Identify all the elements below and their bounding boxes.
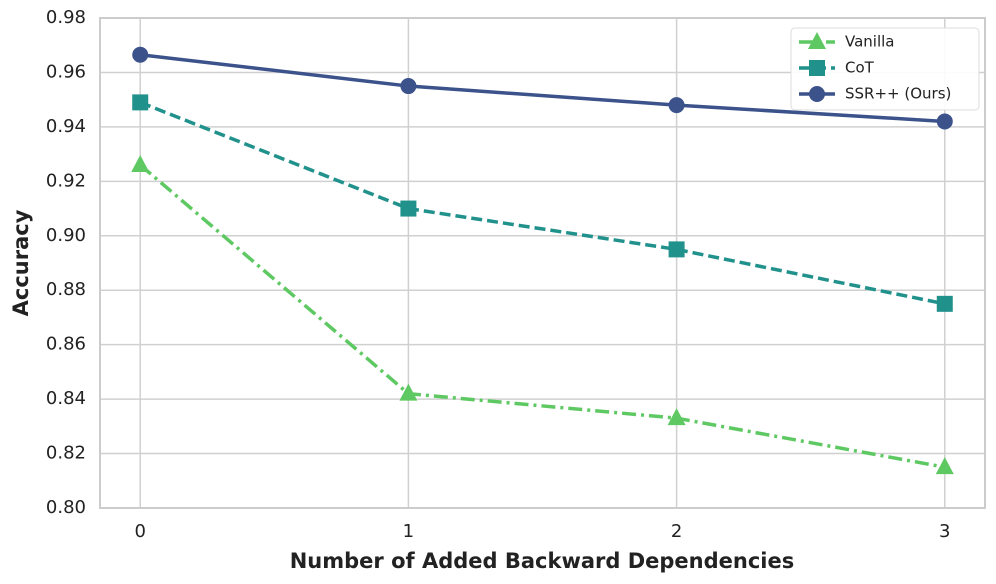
legend-marker (808, 32, 826, 49)
x-tick-label: 1 (403, 521, 414, 542)
marker (935, 457, 954, 475)
y-tick-label: 0.90 (46, 225, 86, 246)
legend-label: CoT (845, 59, 875, 77)
marker (668, 241, 685, 258)
y-tick-label: 0.82 (46, 443, 86, 464)
legend-marker (809, 60, 825, 76)
legend-label: Vanilla (845, 33, 895, 51)
marker (132, 94, 149, 111)
x-axis-label: Number of Added Backward Dependencies (290, 549, 795, 573)
series-line (139, 100, 946, 306)
legend-box (790, 27, 980, 111)
x-tick-label: 0 (135, 521, 146, 542)
marker (668, 97, 685, 114)
y-tick-label: 0.96 (46, 61, 86, 82)
plot-frame (99, 17, 986, 509)
marker (399, 383, 418, 401)
y-tick-label: 0.84 (46, 388, 86, 409)
legend-label: SSR++ (Ours) (845, 85, 951, 103)
series-line (140, 53, 945, 124)
legend-marker (809, 86, 825, 102)
series-line (139, 163, 946, 469)
legend: Vanilla CoT SSR++ (Ours) (790, 27, 980, 111)
y-tick-label: 0.98 (46, 7, 86, 28)
marker (400, 200, 417, 217)
x-tick-label: 3 (939, 521, 950, 542)
x-tick-label: 2 (671, 521, 682, 542)
marker (400, 78, 417, 95)
marker (667, 408, 686, 426)
marker (936, 113, 953, 130)
y-axis-label: Accuracy (9, 209, 33, 316)
y-tick-label: 0.94 (46, 116, 86, 137)
y-tick-label: 0.80 (46, 497, 86, 518)
y-tick-label: 0.88 (46, 279, 86, 300)
y-tick-label: 0.92 (46, 170, 86, 191)
y-tick-label: 0.86 (46, 334, 86, 355)
marker (936, 295, 953, 312)
marker (131, 155, 150, 172)
marker (132, 46, 149, 63)
